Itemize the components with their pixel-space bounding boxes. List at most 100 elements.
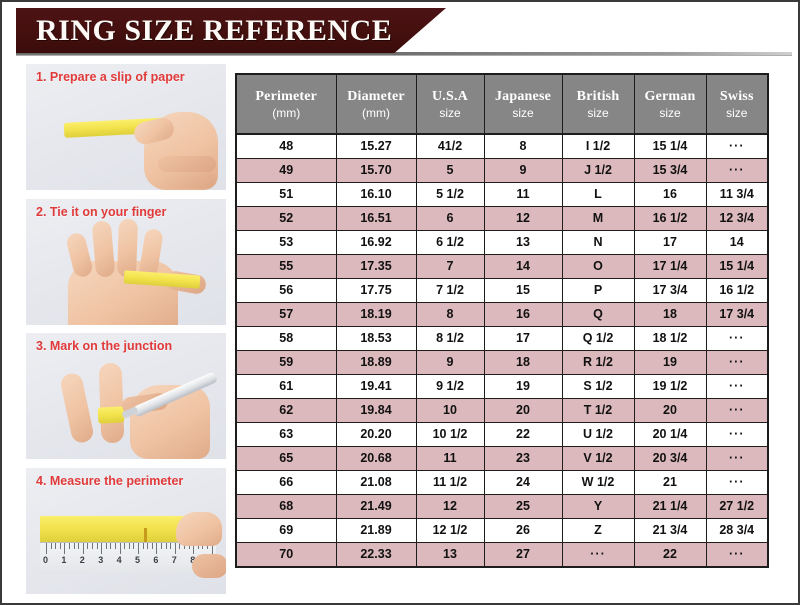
table-cell: 19.84: [335, 398, 417, 423]
table-cell: 25: [483, 494, 563, 519]
ruler-tick: [92, 542, 93, 549]
table-cell: 28 3/4: [705, 518, 769, 543]
table-cell: 16.51: [335, 206, 417, 231]
table-cell: 15.27: [335, 133, 417, 159]
ruler-tick: [147, 542, 149, 549]
table-cell: P: [561, 278, 635, 303]
column-header-german: German size: [633, 73, 707, 135]
table-cell: 15: [483, 278, 563, 303]
ruler-tick: [87, 542, 89, 549]
table-cell: ···: [705, 542, 769, 568]
table-cell: 23: [483, 446, 563, 471]
pen-mark-icon: [144, 527, 147, 542]
table-cell: 65: [235, 446, 337, 471]
ruler-tick: [211, 542, 213, 554]
table-cell: 68: [235, 494, 337, 519]
ruler-tick: [174, 542, 176, 554]
table-cell: 19: [483, 374, 563, 399]
table-row: 62 19.84 10 20 T 1/2 20 ···: [235, 398, 769, 423]
table-cell: 18.53: [335, 326, 417, 351]
table-cell: 17: [633, 230, 707, 255]
step-4-photo: 0123456789: [26, 467, 226, 594]
title-banner: RING SIZE REFERENCE: [16, 8, 446, 53]
table-cell: 52: [235, 206, 337, 231]
step-2-photo: [26, 198, 226, 325]
table-cell: 19.41: [335, 374, 417, 399]
column-header-main: German: [644, 88, 696, 104]
table-cell: S 1/2: [561, 374, 635, 399]
column-header-swiss: Swiss size: [705, 73, 769, 135]
table-cell: 21.89: [335, 518, 417, 543]
step-3-photo: [26, 333, 226, 460]
table-cell: 7: [415, 254, 485, 279]
ruler-tick: [96, 542, 98, 549]
step-4-measure-perimeter: 0123456789 4. Measure the perimeter: [26, 467, 226, 594]
finger-shape: [158, 156, 216, 172]
column-header-main: Perimeter: [255, 88, 318, 104]
ruler-number: 2: [79, 554, 85, 565]
table-cell: ···: [705, 350, 769, 375]
table-cell: 11: [483, 182, 563, 207]
table-cell: 51: [235, 182, 337, 207]
table-cell: 17 3/4: [633, 278, 707, 303]
table-row: 59 18.89 9 18 R 1/2 19 ···: [235, 350, 769, 375]
column-header-sub: size: [512, 105, 534, 120]
table-cell: 69: [235, 518, 337, 543]
ruler-tick: [105, 542, 107, 549]
table-cell: 17.35: [335, 254, 417, 279]
table-cell: ···: [705, 446, 769, 471]
table-cell: ···: [705, 422, 769, 447]
table-cell: Z: [561, 518, 635, 543]
table-cell: 17.75: [335, 278, 417, 303]
table-cell: 9: [415, 350, 485, 375]
column-header-diameter: Diameter (mm): [335, 73, 417, 135]
table-cell: 18: [483, 350, 563, 375]
table-cell: M: [561, 206, 635, 231]
instruction-steps: 1. Prepare a slip of paper 2. Tie it on …: [26, 64, 226, 594]
step-4-label: 4. Measure the perimeter: [36, 473, 184, 488]
table-cell: 6 1/2: [415, 230, 485, 255]
column-header-sub: size: [439, 105, 461, 120]
ruler-number-labels: 0123456789: [40, 555, 216, 569]
table-cell: 48: [235, 133, 337, 159]
table-cell: 16 1/2: [705, 278, 769, 303]
table-row: 66 21.08 11 1/2 24 W 1/2 21 ···: [235, 470, 769, 495]
ruler-ticks: [40, 542, 216, 555]
table-cell: 59: [235, 350, 337, 375]
table-cell: 20: [633, 398, 707, 423]
ruler-tick: [110, 542, 112, 549]
paper-strip-icon: [97, 406, 125, 424]
ruler-tick: [69, 542, 70, 549]
table-cell: 5: [415, 158, 485, 183]
table-cell: 5 1/2: [415, 182, 485, 207]
table-row: 56 17.75 7 1/2 15 P 17 3/4 16 1/2: [235, 278, 769, 303]
table-row: 70 22.33 13 27 ··· 22 ···: [235, 542, 769, 568]
step-1-photo: [26, 64, 226, 190]
table-cell: 24: [483, 470, 563, 495]
ruler-tick: [193, 542, 195, 554]
ruler-tick: [179, 542, 181, 549]
table-row: 65 20.68 11 23 V 1/2 20 3/4 ···: [235, 446, 769, 471]
table-cell: 20 1/4: [633, 422, 707, 447]
ruler-tick: [188, 542, 190, 549]
table-cell: 58: [235, 326, 337, 351]
table-cell: 26: [483, 518, 563, 543]
table-cell: 19: [633, 350, 707, 375]
table-cell: 11 1/2: [415, 470, 485, 495]
table-row: 53 16.92 6 1/2 13 N 17 14: [235, 230, 769, 255]
ring-size-table: Perimeter (mm) Diameter (mm) U.S.A size Japane…: [235, 73, 769, 568]
ruler-tick: [151, 542, 153, 549]
table-header-row: Perimeter (mm) Diameter (mm) U.S.A size Japane…: [235, 73, 769, 135]
table-cell: 15 1/4: [705, 254, 769, 279]
table-cell: 20 3/4: [633, 446, 707, 471]
table-cell: ···: [705, 398, 769, 423]
step-1-label: 1. Prepare a slip of paper: [36, 70, 185, 84]
table-cell: 21 1/4: [633, 494, 707, 519]
table-cell: ···: [705, 133, 769, 159]
table-cell: 12: [415, 494, 485, 519]
ruler-tick: [170, 542, 172, 549]
table-cell: 55: [235, 254, 337, 279]
ruler-tick: [133, 542, 135, 549]
table-cell: 22: [483, 422, 563, 447]
table-row: 58 18.53 8 1/2 17 Q 1/2 18 1/2 ···: [235, 326, 769, 351]
